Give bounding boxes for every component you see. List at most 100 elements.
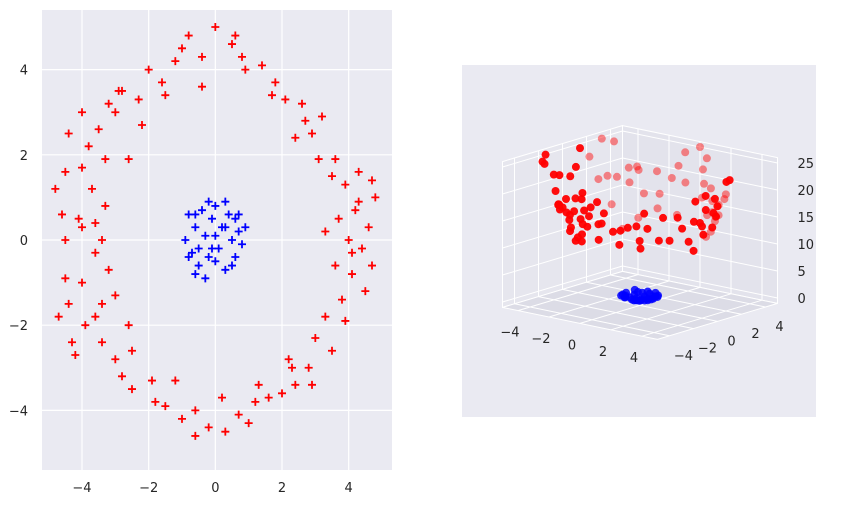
data-point xyxy=(701,191,710,200)
data-point xyxy=(351,206,360,215)
data-point xyxy=(551,186,560,195)
data-point xyxy=(221,223,230,232)
data-point xyxy=(198,206,206,215)
floor-grid-y xyxy=(610,274,766,308)
data-point xyxy=(64,299,73,308)
data-point xyxy=(721,190,730,199)
data-point xyxy=(709,209,718,218)
back-grid-z xyxy=(622,184,778,218)
right-x-tick-label: 2 xyxy=(599,345,607,360)
data-point xyxy=(318,112,326,121)
data-point xyxy=(201,274,210,283)
data-point xyxy=(258,61,266,70)
data-point xyxy=(585,152,594,161)
data-point xyxy=(208,214,216,223)
data-point xyxy=(228,261,236,270)
data-point xyxy=(699,230,708,239)
data-point xyxy=(191,431,200,440)
data-point xyxy=(204,197,213,206)
data-point xyxy=(171,376,180,385)
data-point xyxy=(720,195,729,204)
right-y-tick-label: 4 xyxy=(775,320,783,335)
data-point xyxy=(578,220,587,229)
data-point xyxy=(128,385,136,394)
side-grid-z xyxy=(502,211,623,249)
data-point xyxy=(251,397,260,406)
data-point xyxy=(653,204,662,213)
data-point xyxy=(114,86,123,95)
data-point xyxy=(301,116,310,125)
right-z-tick-label: 20 xyxy=(798,184,815,199)
left-x-tick-label: 0 xyxy=(211,481,219,496)
data-point xyxy=(191,210,200,219)
data-point xyxy=(635,236,644,245)
data-point xyxy=(208,244,216,253)
data-point xyxy=(570,207,579,216)
data-point xyxy=(84,142,93,151)
data-point xyxy=(81,321,90,330)
data-point xyxy=(338,295,346,304)
side-grid-z xyxy=(502,265,623,303)
data-point xyxy=(124,155,133,164)
right-z-tick-label: 0 xyxy=(798,292,806,307)
data-point xyxy=(74,214,83,223)
data-point xyxy=(634,165,643,174)
data-point xyxy=(221,197,230,206)
data-point xyxy=(607,200,616,209)
data-point xyxy=(576,144,584,153)
data-point xyxy=(94,125,103,134)
data-point xyxy=(61,274,70,283)
data-point xyxy=(204,423,213,432)
data-point xyxy=(633,288,642,297)
data-point xyxy=(681,178,690,187)
data-point xyxy=(111,108,120,117)
data-point xyxy=(364,223,373,232)
data-point xyxy=(597,219,606,228)
data-point xyxy=(228,40,236,49)
data-point xyxy=(308,380,316,389)
back-grid-z xyxy=(622,157,778,191)
data-point xyxy=(234,210,243,219)
left-y-tick-label: 4 xyxy=(20,64,28,79)
data-point xyxy=(331,261,340,270)
data-point xyxy=(681,148,690,157)
data-point xyxy=(696,143,704,151)
left-x-tick-label: −2 xyxy=(139,481,158,496)
data-point xyxy=(632,222,641,231)
data-point xyxy=(78,108,86,117)
data-point xyxy=(178,414,186,423)
floor-grid-y xyxy=(586,281,742,315)
data-point xyxy=(191,406,200,415)
back-grid-z xyxy=(622,265,778,299)
left-y-tick-label: −4 xyxy=(9,404,28,419)
data-point xyxy=(204,253,213,262)
data-point xyxy=(161,402,170,411)
data-point xyxy=(51,184,60,193)
data-point xyxy=(599,209,608,218)
data-point xyxy=(101,155,110,164)
data-point xyxy=(194,261,203,270)
data-point xyxy=(593,198,602,207)
data-point xyxy=(689,246,698,255)
data-point xyxy=(138,121,146,129)
data-point xyxy=(234,227,243,236)
data-point xyxy=(111,291,120,300)
data-point xyxy=(640,209,649,218)
data-point xyxy=(78,223,86,232)
data-point xyxy=(71,351,80,359)
data-point xyxy=(78,163,86,172)
left-x-tick-label: 2 xyxy=(278,481,286,496)
data-point xyxy=(566,223,575,232)
right-y-tick-label: −4 xyxy=(674,349,693,364)
right-y-tick-label: 2 xyxy=(751,327,759,342)
left-y-tick-labels: −4 −2 0 2 4 xyxy=(9,64,28,420)
data-point xyxy=(328,172,336,181)
data-point xyxy=(691,197,700,206)
data-point xyxy=(128,346,136,355)
data-point xyxy=(708,223,717,232)
data-point xyxy=(597,134,606,143)
right-x-tick-label: −2 xyxy=(531,332,550,347)
data-point xyxy=(585,212,593,221)
right-3d-scatter-panel: −4 −2 0 2 4 −4 −2 0 2 4 0 5 10 15 20 25 xyxy=(462,65,816,417)
